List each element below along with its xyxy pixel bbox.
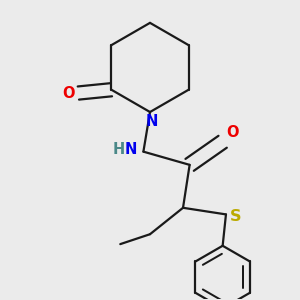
Text: N: N [124,142,137,158]
Text: O: O [226,125,239,140]
Text: H: H [113,142,125,158]
Text: N: N [146,114,158,129]
Text: S: S [230,208,242,224]
Text: O: O [62,85,74,100]
